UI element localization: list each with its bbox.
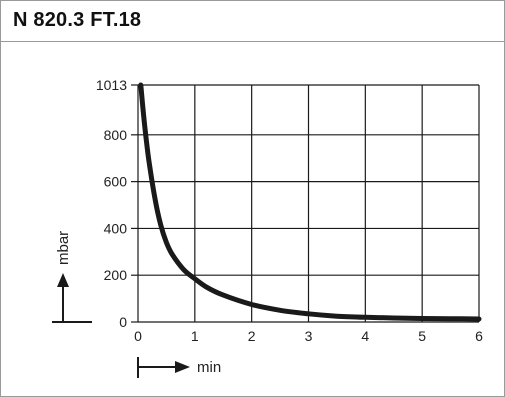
y-tick-label: 0 [119,314,127,330]
chart-title: N 820.3 FT.18 [13,9,142,31]
x-axis-arrow-head-icon [175,361,190,373]
y-axis-label-group: mbar [52,231,92,323]
x-axis-label-group: min [137,357,221,378]
x-tick-label: 5 [418,328,426,344]
x-tick-label: 6 [475,328,483,344]
x-tick-label: 4 [361,328,369,344]
x-tick-label: 0 [134,328,142,344]
y-tick-label: 1013 [96,77,127,93]
x-tick-label: 3 [305,328,313,344]
x-axis-label: min [197,359,221,376]
x-tick-label: 1 [191,328,199,344]
y-tick-label: 200 [104,267,128,283]
tick-labels: 0 1 2 3 4 5 6 0 200 400 600 800 1013 [96,77,483,344]
grid [131,84,480,323]
chart-header: N 820.3 FT.18 [1,1,504,42]
y-tick-label: 800 [104,127,128,143]
y-tick-label: 600 [104,174,128,190]
pump-down-curve [138,82,482,322]
y-tick-label: 400 [104,220,128,236]
x-tick-label: 2 [248,328,256,344]
y-axis-label: mbar [55,231,72,265]
y-axis-arrow-head-icon [57,273,69,287]
